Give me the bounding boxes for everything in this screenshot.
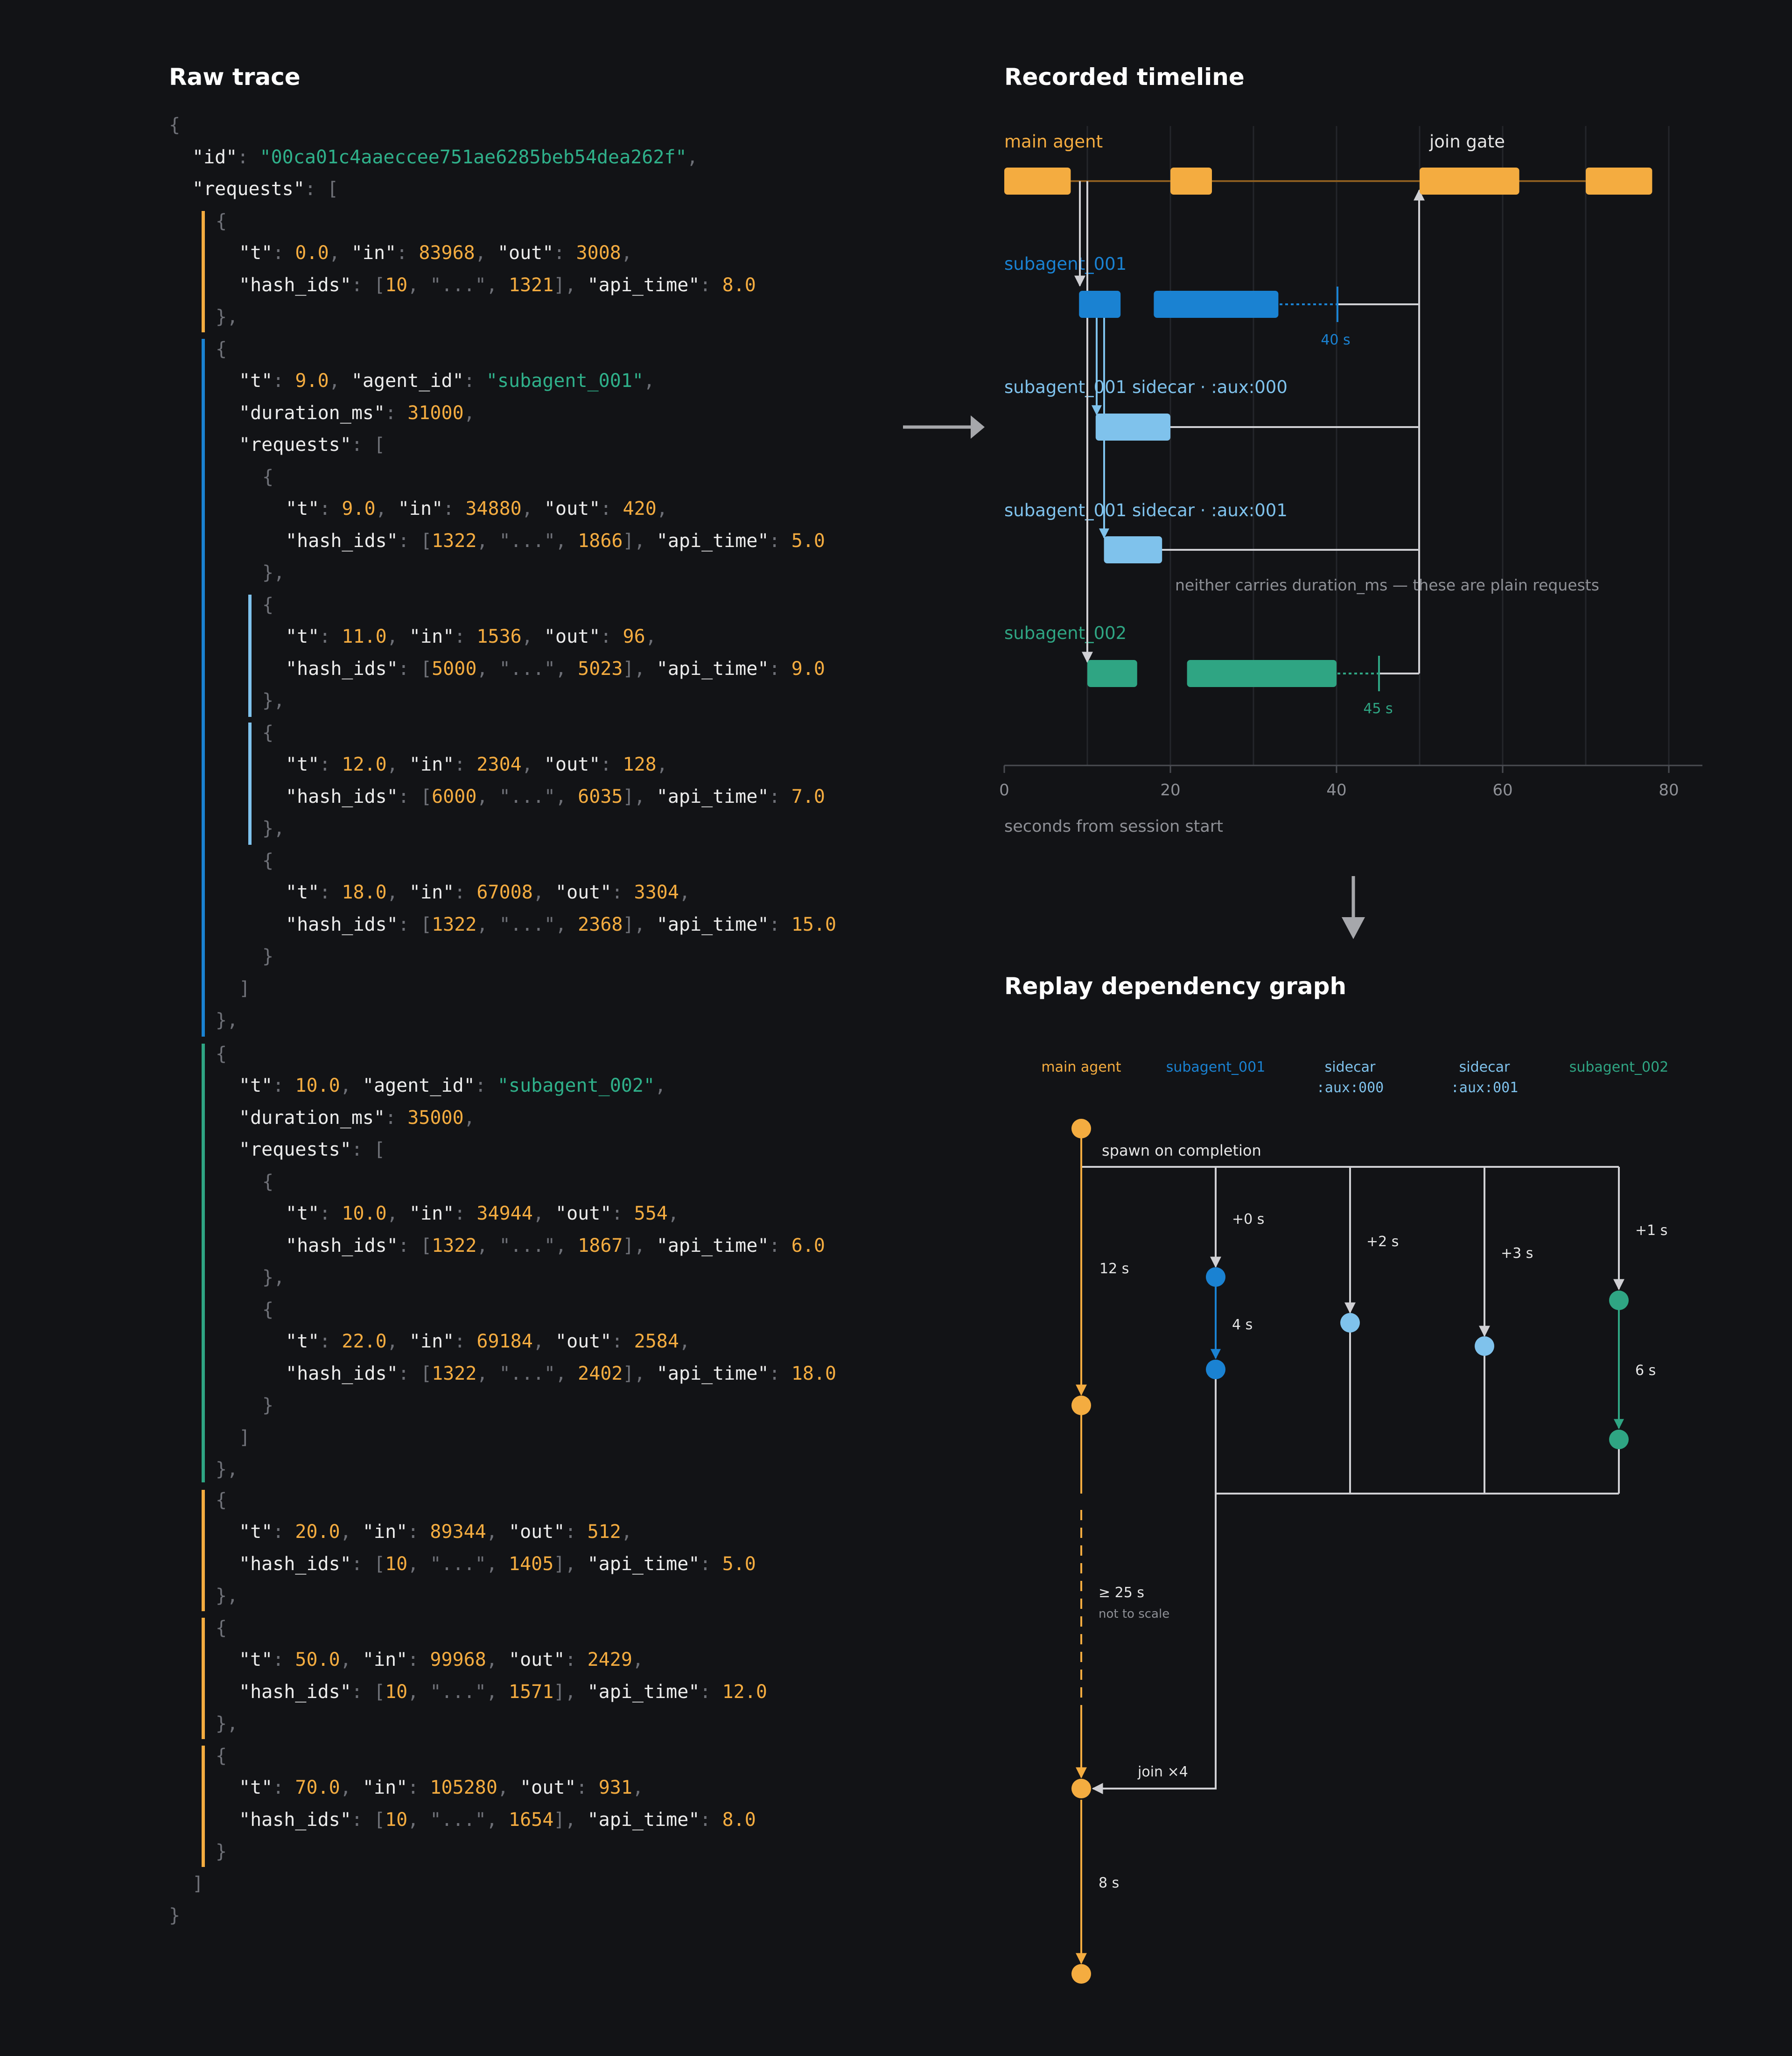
bar-sub1-2: [1154, 291, 1279, 318]
column-aux0-sub: :aux:000: [1316, 1080, 1384, 1096]
node-sub1-1: [1206, 1267, 1225, 1287]
sub2-duration-label: 45 s: [1363, 701, 1393, 717]
column-aux0-title: sidecar: [1325, 1059, 1376, 1075]
sub1-duration-label: 40 s: [1321, 332, 1350, 348]
lane-label-sub2: subagent_002: [1004, 623, 1127, 643]
node-main-start: [1071, 1119, 1091, 1138]
join-edge: [1092, 1494, 1217, 1794]
request-1-line-1: "t": 0.0, "in": 83968, "out": 3008,: [239, 242, 632, 264]
gutter-main-request-2: [202, 1490, 205, 1611]
wait-note: not to scale: [1099, 1607, 1169, 1621]
gutter-main-request-4: [202, 1746, 205, 1867]
delay-aux1: +3 s: [1501, 1245, 1533, 1262]
gutter-subagent-002: [202, 1044, 205, 1482]
x-tick-label: 40: [1326, 781, 1346, 800]
trace-id: "00ca01c4aaeccee751ae6285beb54dea262f": [259, 147, 687, 168]
gap-sub1: 4 s: [1232, 1317, 1253, 1333]
gutter-main-request-3: [202, 1618, 205, 1739]
bar-sub1-1: [1079, 291, 1121, 318]
column-aux1-sub: :aux:001: [1451, 1080, 1519, 1096]
lane-label-sub1: subagent_001: [1004, 254, 1127, 274]
node-sub2-1: [1609, 1291, 1629, 1310]
bar-sub2-2: [1187, 660, 1337, 687]
join-bus: [1215, 1323, 1620, 1495]
lane-label-aux0: subagent_001 sidecar · :aux:000: [1004, 377, 1288, 397]
bar-sub2-1: [1087, 660, 1137, 687]
node-main-2: [1071, 1396, 1091, 1415]
delay-aux0: +2 s: [1366, 1234, 1399, 1250]
node-sub2-2: [1609, 1430, 1629, 1449]
arrow-down-icon: [1342, 876, 1365, 939]
bar-aux1-1: [1104, 536, 1162, 563]
subagent-001-header: "t": 9.0, "agent_id": "subagent_001",: [239, 370, 655, 392]
bar-aux0-1: [1095, 414, 1170, 441]
main-first-gap: 12 s: [1099, 1261, 1129, 1277]
main-last-gap: 8 s: [1099, 1875, 1119, 1891]
bar-main-2: [1170, 168, 1212, 195]
delay-sub2: +1 s: [1635, 1222, 1667, 1239]
node-main-join: [1071, 1779, 1091, 1798]
sidecar-note: neither carries duration_ms — these are …: [1175, 576, 1599, 594]
recorded-timeline-title: Recorded timeline: [1004, 63, 1245, 91]
lane-label-aux1: subagent_001 sidecar · :aux:001: [1004, 500, 1288, 520]
timeline-ticks: 0 20 40 60 80: [999, 765, 1679, 800]
gutter-main-request-1: [202, 211, 205, 332]
bar-main-3: [1420, 168, 1519, 195]
bar-main-4: [1586, 168, 1652, 195]
column-sub1: subagent_001: [1166, 1059, 1266, 1075]
x-tick-label: 80: [1659, 781, 1679, 800]
lane-label-main: main agent: [1004, 132, 1103, 152]
gutter-subagent-001: [202, 339, 205, 1037]
subagent-002-header: "t": 10.0, "agent_id": "subagent_002",: [239, 1075, 666, 1096]
column-aux1-title: sidecar: [1459, 1059, 1510, 1075]
timeline-bars: [1004, 168, 1652, 687]
recorded-timeline: 0 20 40 60 80 main agent join gate subagent_…: [999, 126, 1702, 836]
delay-sub1: +0 s: [1232, 1211, 1264, 1228]
x-axis-label: seconds from session start: [1004, 817, 1223, 836]
request-1-line-2: "hash_ids": [10, "...", 1321], "api_time…: [239, 274, 756, 296]
column-sub2: subagent_002: [1569, 1059, 1669, 1075]
node-aux0: [1340, 1313, 1360, 1333]
replay-graph-title: Replay dependency graph: [1004, 973, 1347, 1000]
column-main: main agent: [1041, 1059, 1121, 1075]
arrow-right-icon: [903, 415, 985, 439]
x-tick-label: 0: [999, 781, 1009, 800]
join-gate-label: join gate: [1429, 132, 1505, 152]
node-aux1: [1475, 1336, 1494, 1356]
gutter-sidecar-aux-000: [248, 595, 252, 717]
x-tick-label: 60: [1492, 781, 1512, 800]
wait-label: ≥ 25 s: [1099, 1585, 1144, 1601]
join-label: join ×4: [1137, 1764, 1188, 1780]
spawn-label: spawn on completion: [1102, 1142, 1261, 1159]
bar-main-1: [1004, 168, 1071, 195]
x-tick-label: 20: [1160, 781, 1180, 800]
node-sub1-2: [1206, 1360, 1225, 1379]
node-main-end: [1071, 1964, 1091, 1984]
gap-sub2: 6 s: [1635, 1362, 1656, 1379]
raw-trace-title: Raw trace: [169, 63, 301, 91]
replay-graph: main agent subagent_001 sidecar :aux:000…: [1041, 1059, 1668, 1984]
gutter-sidecar-aux-001: [248, 723, 252, 845]
